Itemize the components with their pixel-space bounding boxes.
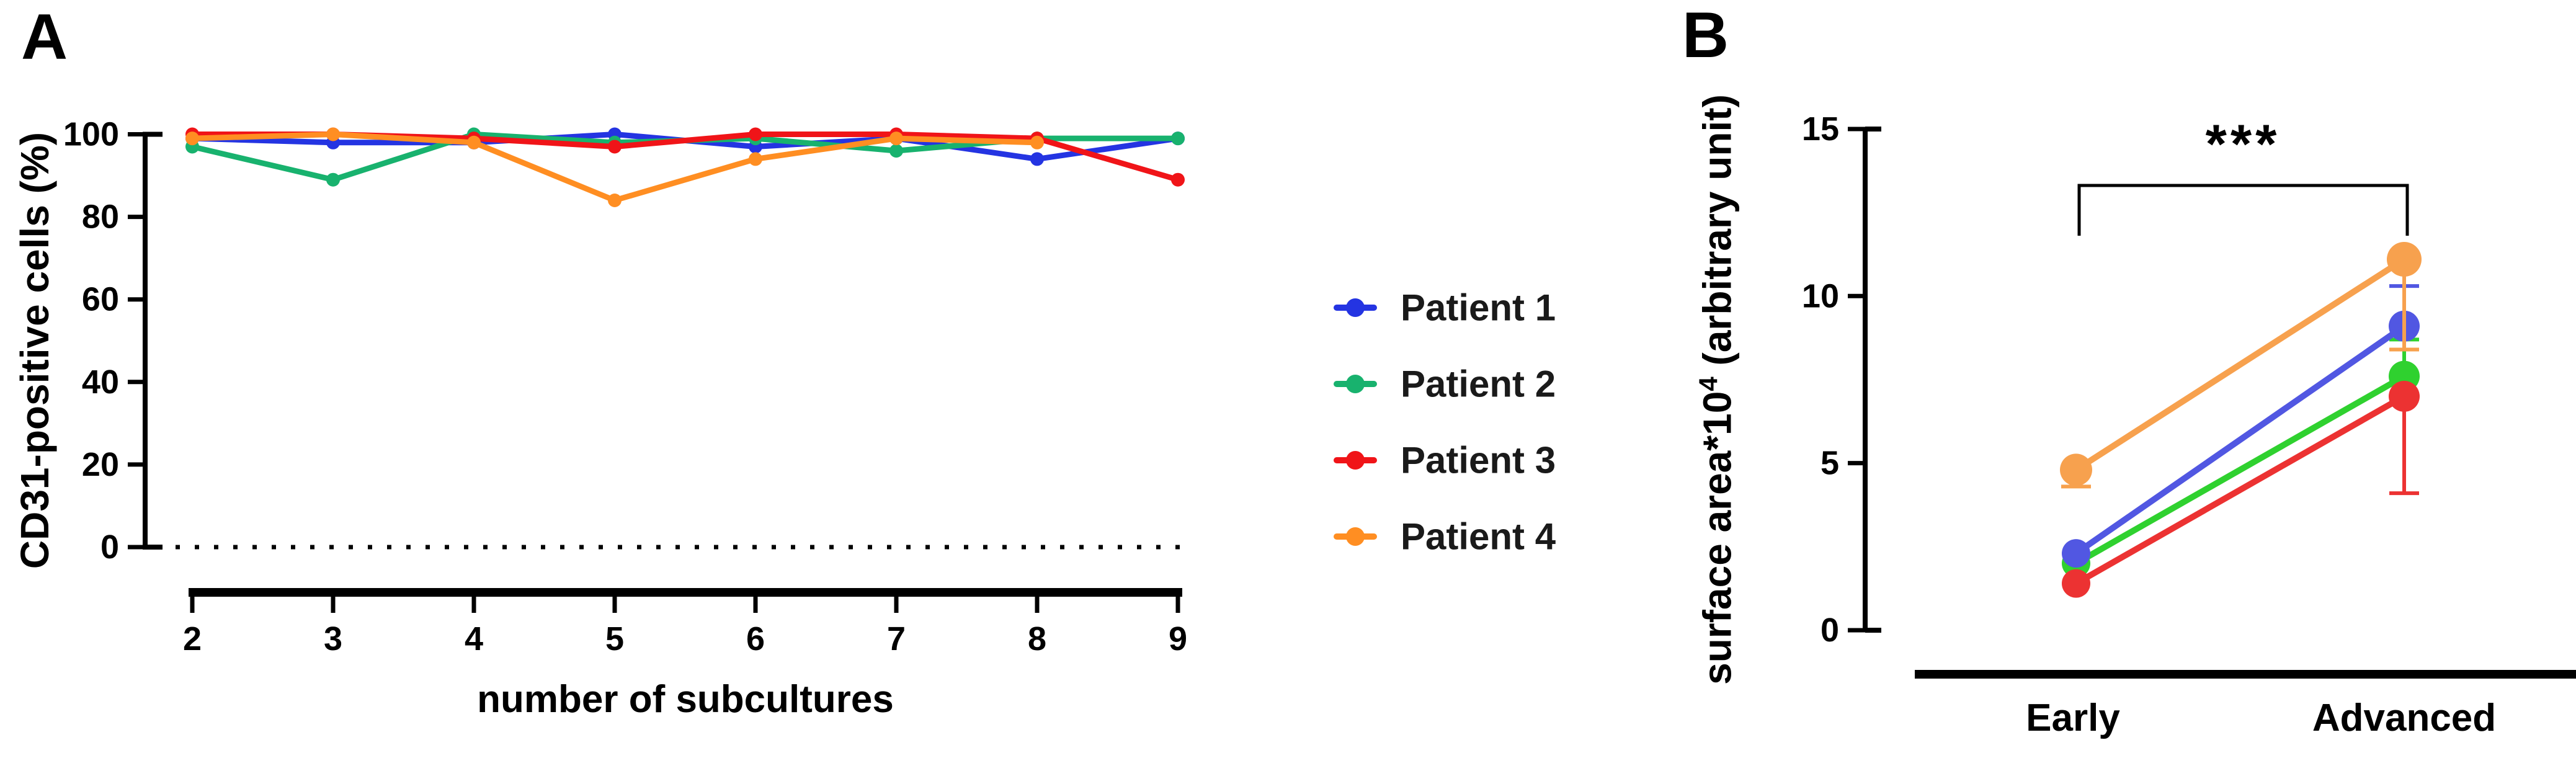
panel-b-data-point-early xyxy=(2060,453,2092,486)
panel-a-data-point xyxy=(889,132,903,146)
patient-3-marker-icon xyxy=(1346,451,1365,470)
panel-a-y-tick-label: 40 xyxy=(82,363,119,401)
panel-a-x-tick-label: 3 xyxy=(324,620,342,658)
panel-a-data-point xyxy=(889,144,903,158)
panel-b-y-axis-title: surface area*104 (arbitrary unit) xyxy=(1693,94,1740,685)
panel-b-letter: B xyxy=(1682,0,1729,71)
panel-b-y-axis-title-sup: 4 xyxy=(1693,377,1723,391)
panel-b-y-axis-title-base: surface area*10 xyxy=(1695,391,1740,685)
panel-a-y-tick-label: 60 xyxy=(82,281,119,318)
panel-a-x-tick-label: 9 xyxy=(1169,620,1187,658)
panel-b-y-tick-label: 10 xyxy=(1802,277,1839,314)
panel-a-data-point xyxy=(1171,172,1185,187)
panel-b-series-line-patient-3 xyxy=(2073,393,2407,587)
panel-b-data-point-advanced xyxy=(2387,242,2422,277)
panel-a-y-tick-label: 0 xyxy=(100,528,119,566)
panel-a-data-point xyxy=(1030,152,1044,166)
panel-b-y-axis-title-rest: (arbitrary unit) xyxy=(1695,94,1740,377)
panel-b-series-line-patient-1 xyxy=(2073,323,2407,557)
legend-label: Patient 1 xyxy=(1401,287,1556,329)
panel-b-y-tick-label: 0 xyxy=(1821,612,1839,649)
panel-a-data-point xyxy=(467,135,481,149)
panel-a-data-point xyxy=(326,127,340,141)
panel-a-data-point xyxy=(1030,135,1044,149)
panel-b-y-tick-label: 15 xyxy=(1802,110,1839,148)
panel-a-x-tick-label: 5 xyxy=(605,620,624,658)
legend-label: Patient 3 xyxy=(1401,439,1556,481)
panel-a-data-point xyxy=(608,140,622,154)
panel-a-data-point xyxy=(608,193,622,207)
panel-a-x-tick-label: 6 xyxy=(746,620,765,658)
panel-a-data-point xyxy=(749,127,762,141)
panel-a-data-point xyxy=(1171,132,1185,146)
panel-b-data-point-early xyxy=(2062,539,2090,568)
panel-a-x-tick-label: 4 xyxy=(465,620,483,658)
patient-2-marker-icon xyxy=(1346,375,1365,393)
panel-a-data-point xyxy=(326,172,340,187)
significance-bracket xyxy=(2077,184,2409,236)
panel-b-series-line-patient-2 xyxy=(2073,373,2407,567)
panel-a-data-point xyxy=(749,152,762,166)
panel-a-data-point xyxy=(185,132,199,146)
panel-a-y-tick-label: 20 xyxy=(82,446,119,483)
panel-b-series-line-patient-4 xyxy=(2073,256,2407,473)
legend-label: Patient 4 xyxy=(1401,515,1556,558)
panel-a-x-tick-label: 2 xyxy=(183,620,202,658)
significance-stars-label: *** xyxy=(2205,113,2281,174)
patient-1-marker-icon xyxy=(1346,298,1365,317)
category-label-early: Early xyxy=(2026,697,2120,739)
panel-a-x-axis-title: number of subcultures xyxy=(477,678,894,721)
panel-b-data-point-advanced xyxy=(2389,380,2420,412)
panel-b-y-tick-label: 5 xyxy=(1821,445,1839,482)
panel-b-data-point-early xyxy=(2062,569,2090,598)
panel-a-y-axis-title: CD31-positive cells (%) xyxy=(12,132,57,569)
panel-a-x-tick-label: 7 xyxy=(887,620,906,658)
category-label-advanced: Advanced xyxy=(2312,697,2497,739)
panel-a-y-tick-label: 100 xyxy=(63,116,119,153)
panel-a-x-tick-label: 8 xyxy=(1028,620,1046,658)
panel-a-y-tick-label: 80 xyxy=(82,198,119,236)
legend-label: Patient 2 xyxy=(1401,363,1556,405)
panel-a-letter: A xyxy=(21,1,68,73)
patient-4-marker-icon xyxy=(1346,527,1365,546)
